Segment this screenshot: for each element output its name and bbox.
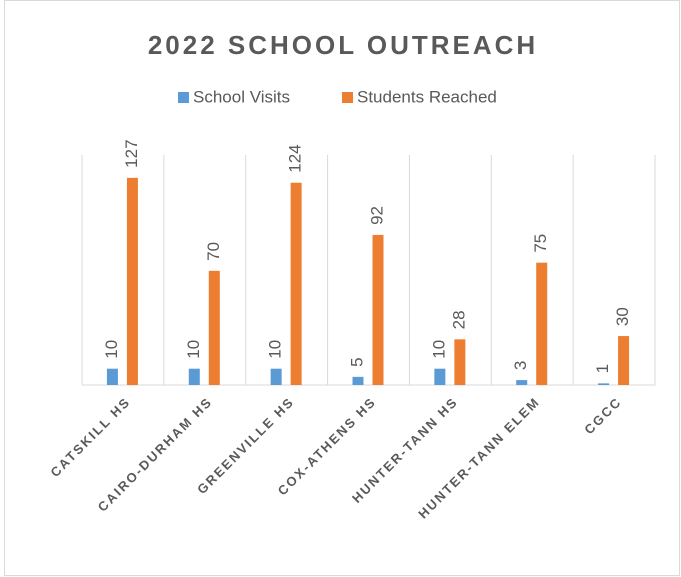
bar (434, 368, 446, 385)
bar (208, 270, 220, 385)
bar (598, 383, 610, 385)
data-label: 10 (102, 340, 121, 359)
data-label: 92 (367, 206, 386, 225)
legend-label: Students Reached (357, 87, 497, 106)
data-label: 1 (593, 364, 612, 373)
bar (516, 380, 528, 385)
data-label: 28 (449, 310, 468, 329)
bar (618, 336, 630, 385)
bar (536, 262, 548, 385)
legend-label: School Visits (193, 87, 290, 106)
bar (270, 368, 282, 385)
bar (188, 368, 200, 385)
data-label: 10 (429, 340, 448, 359)
data-label: 70 (204, 242, 223, 261)
legend-swatch (342, 92, 353, 103)
data-label: 127 (122, 139, 141, 167)
data-label: 3 (511, 361, 530, 370)
chart-border (4, 0, 680, 576)
data-label: 75 (531, 234, 550, 253)
data-label: 5 (347, 357, 366, 366)
data-label: 10 (266, 340, 285, 359)
bar (352, 376, 364, 385)
legend-swatch (178, 92, 189, 103)
data-label: 30 (613, 307, 632, 326)
bar (454, 339, 466, 385)
bar (106, 368, 118, 385)
bar (126, 177, 138, 385)
data-label: 10 (184, 340, 203, 359)
bar (372, 234, 384, 385)
chart-title: 2022 SCHOOL OUTREACH (148, 30, 538, 60)
data-label: 124 (286, 144, 305, 172)
bar (290, 182, 302, 385)
